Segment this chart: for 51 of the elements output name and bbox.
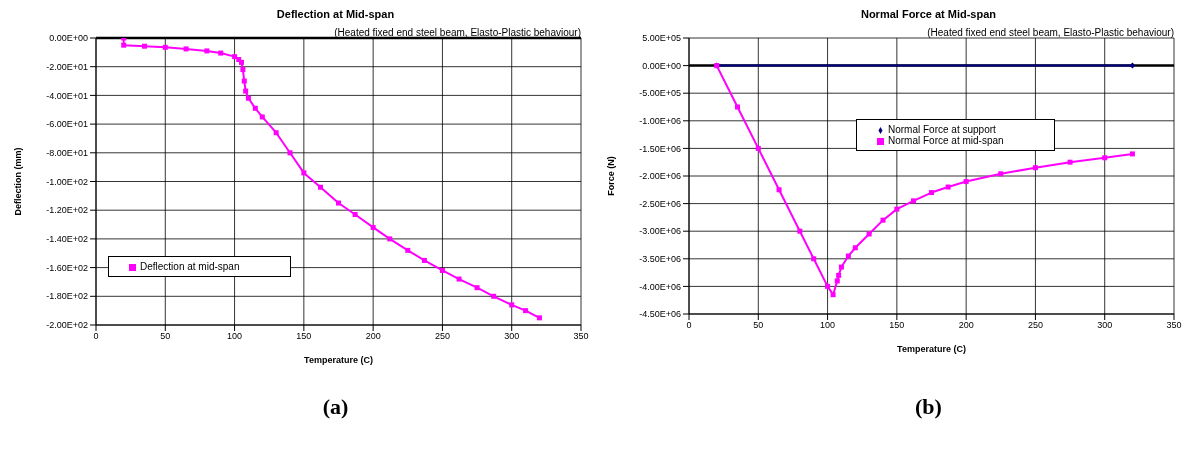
y-tick-label: 5.00E+05: [642, 33, 681, 44]
y-tick-label: -3.00E+06: [639, 226, 681, 237]
legend-label: Normal Force at support: [888, 124, 996, 135]
y-tick-label: -1.20E+02: [46, 205, 88, 216]
y-tick-label: -4.50E+06: [639, 309, 681, 320]
x-tick-label: 350: [573, 331, 589, 342]
x-tick-label: 0: [686, 320, 692, 331]
y-tick-label: -6.00E+01: [46, 119, 88, 130]
x-tick-label: 350: [1166, 320, 1182, 331]
x-tick-label: 0: [93, 331, 99, 342]
x-tick-label: 50: [753, 320, 764, 331]
x-tick-label: 250: [434, 331, 450, 342]
x-tick-label: 150: [889, 320, 905, 331]
y-tick-label: -8.00E+01: [46, 148, 88, 158]
y-tick-label: -1.50E+06: [639, 143, 681, 154]
y-axis-title: Force (N): [606, 156, 617, 196]
y-tick-label: -2.00E+01: [46, 61, 88, 72]
x-tick-label: 100: [227, 331, 243, 342]
text: (a): [321, 394, 350, 420]
y-tick-label: -2.50E+06: [639, 198, 681, 209]
x-tick-label: 300: [504, 331, 520, 342]
x-tick-label: 250: [1027, 320, 1043, 331]
chart-title: Deflection at Mid-span: [275, 8, 396, 22]
x-axis-title: Temperature (C): [897, 344, 966, 354]
y-tick-label: -1.00E+06: [639, 116, 681, 126]
x-tick-label: 300: [1097, 320, 1113, 331]
text: (b): [914, 394, 943, 420]
x-tick-label: 50: [160, 331, 171, 342]
y-tick-label: -1.00E+02: [46, 176, 88, 187]
y-tick-label: -1.80E+02: [46, 291, 88, 302]
y-tick-label: -4.00E+06: [639, 281, 681, 292]
legend-label: Deflection at mid-span: [140, 261, 240, 272]
y-tick-label: 0.00E+00: [642, 60, 681, 71]
chart-subtitle: (Heated fixed end steel beam, Elasto-Plastic behaviour): [927, 27, 1174, 38]
legend-label: Normal Force at mid-span: [888, 135, 1004, 146]
y-tick-label: -1.60E+02: [46, 262, 88, 273]
y-tick-label: -5.00E+05: [639, 88, 681, 99]
y-tick-label: -1.40E+02: [46, 234, 88, 245]
chart-subtitle: (Heated fixed end steel beam, Elasto-Plastic behaviour): [334, 27, 581, 38]
y-tick-label: -2.00E+02: [46, 320, 88, 331]
x-axis-title: Temperature (C): [304, 355, 373, 365]
y-tick-label: -4.00E+01: [46, 90, 88, 101]
x-tick-label: 200: [365, 331, 381, 342]
y-tick-label: 0.00E+00: [49, 33, 88, 44]
chart-title: Normal Force at Mid-span: [859, 8, 998, 22]
y-tick-label: -2.00E+06: [639, 171, 681, 182]
x-tick-label: 150: [296, 331, 312, 342]
x-tick-label: 100: [820, 320, 836, 331]
y-axis-title: Deflection (mm): [13, 147, 24, 216]
y-tick-label: -3.50E+06: [639, 254, 681, 264]
x-tick-label: 200: [958, 320, 974, 331]
